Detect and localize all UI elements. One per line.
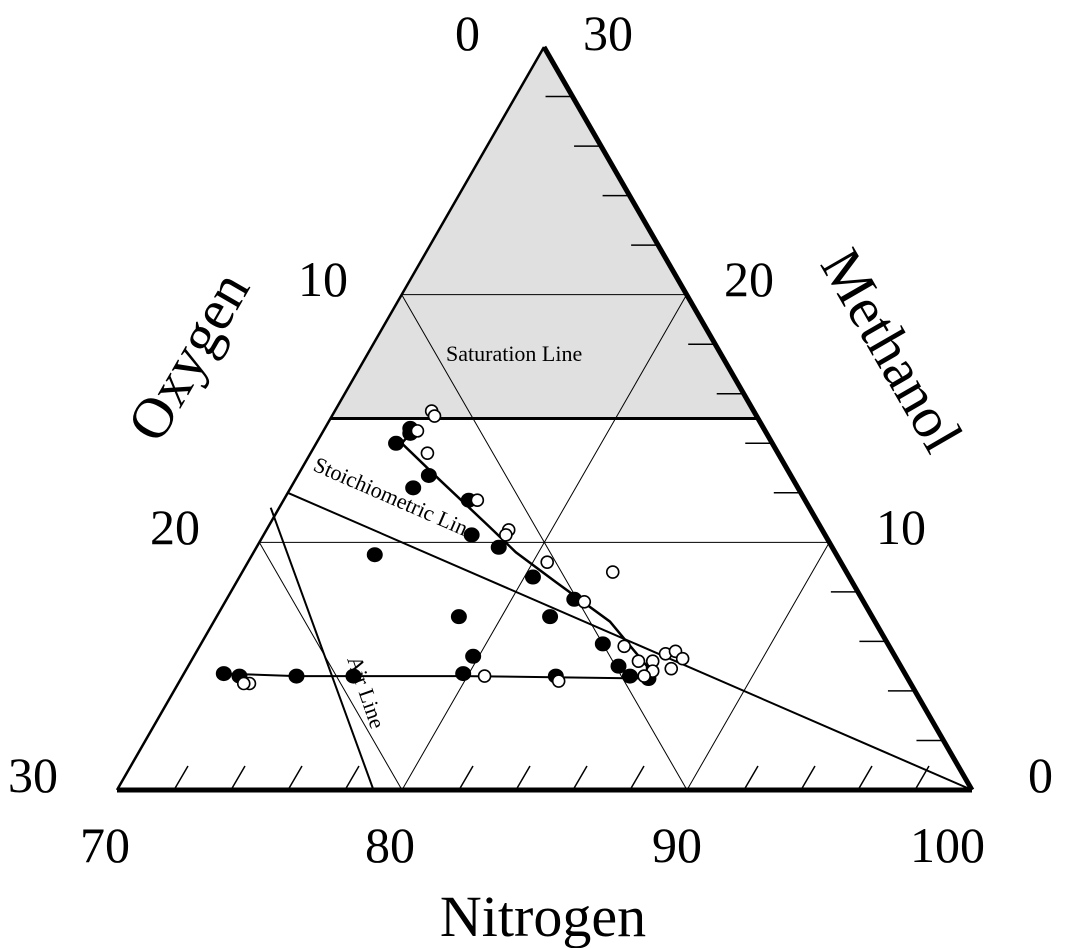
supersaturated-region (330, 47, 758, 419)
filled-point-22 (450, 609, 467, 625)
filled-point-4 (405, 480, 422, 496)
filled-point-18 (345, 668, 362, 684)
tick-bottom-8 (743, 765, 759, 791)
open-point-4 (470, 493, 485, 508)
methanol-tick-20: 20 (724, 251, 774, 307)
air-line-label: Air Line (342, 652, 390, 731)
open-point-19 (477, 669, 492, 683)
nitrogen-axis-title: Nitrogen (440, 884, 646, 948)
air-line (269, 507, 375, 791)
filled-point-15 (215, 666, 232, 682)
nitrogen-tick-80: 80 (365, 817, 415, 873)
grid-line-nitrogen-90 (686, 542, 830, 791)
tick-bottom-14 (572, 765, 588, 791)
oxygen-tick-0: 0 (455, 5, 480, 61)
tick-bottom-4 (857, 765, 873, 791)
grid-line-nitrogen-80 (401, 294, 688, 791)
tick-bottom-28 (173, 765, 189, 791)
oxygen-tick-30: 30 (8, 747, 58, 803)
filled-point-7 (490, 539, 507, 555)
oxygen-tick-10: 10 (298, 251, 348, 307)
nitrogen-tick-70: 70 (80, 817, 130, 873)
filled-point-9 (542, 609, 559, 625)
tick-bottom-12 (629, 765, 645, 791)
tick-bottom-22 (344, 765, 360, 791)
grid-line-oxygen-20 (258, 542, 403, 791)
methanol-axis-title: Methanol (808, 238, 975, 463)
filled-point-6 (463, 527, 480, 543)
open-point-6 (499, 528, 513, 542)
tick-bottom-24 (287, 765, 303, 791)
open-point-9 (577, 594, 592, 609)
saturation-line-label: Saturation Line (446, 341, 582, 366)
oxygen-axis-edge (115, 46, 546, 791)
tick-bottom-16 (515, 765, 531, 791)
methanol-axis-edge (541, 45, 975, 792)
nitrogen-tick-90: 90 (652, 817, 702, 873)
open-point-8 (605, 565, 620, 579)
open-point-11 (631, 654, 646, 669)
open-point-18 (637, 669, 651, 683)
methanol-tick-30: 30 (583, 5, 633, 61)
filled-point-17 (288, 668, 305, 684)
data-points (215, 404, 690, 691)
filled-point-19 (455, 666, 472, 682)
nitrogen-tick-100: 100 (910, 817, 985, 873)
filled-point-21 (465, 648, 482, 664)
stoichiometric-line-label: Stoichiometric Line (310, 452, 481, 545)
data-trend-line-lower (223, 672, 649, 680)
open-point-7 (540, 555, 554, 569)
tick-bottom-26 (230, 765, 246, 791)
open-point-0 (410, 424, 425, 438)
filled-point-11 (594, 636, 611, 652)
filled-point-2 (388, 435, 405, 451)
tick-bottom-6 (800, 765, 816, 791)
methanol-tick-10: 10 (876, 499, 926, 555)
oxygen-tick-20: 20 (150, 499, 200, 555)
open-point-20 (551, 674, 566, 688)
filled-point-23 (366, 547, 383, 563)
open-point-3 (420, 446, 435, 460)
open-point-10 (617, 639, 632, 654)
filled-point-12 (610, 658, 627, 674)
data-trend-line-upper (400, 432, 649, 677)
open-point-2 (427, 409, 442, 423)
stoichiometric-line (287, 491, 973, 791)
oxygen-axis-title: Oxygen (114, 260, 262, 452)
tick-bottom-18 (458, 765, 474, 791)
filled-point-13 (621, 668, 638, 684)
open-point-16 (664, 661, 679, 676)
open-point-22 (236, 676, 251, 691)
filled-point-3 (420, 467, 437, 483)
open-point-17 (675, 651, 690, 666)
grid-lines (258, 294, 830, 791)
methanol-tick-0: 0 (1028, 747, 1053, 803)
filled-point-8 (524, 569, 541, 585)
